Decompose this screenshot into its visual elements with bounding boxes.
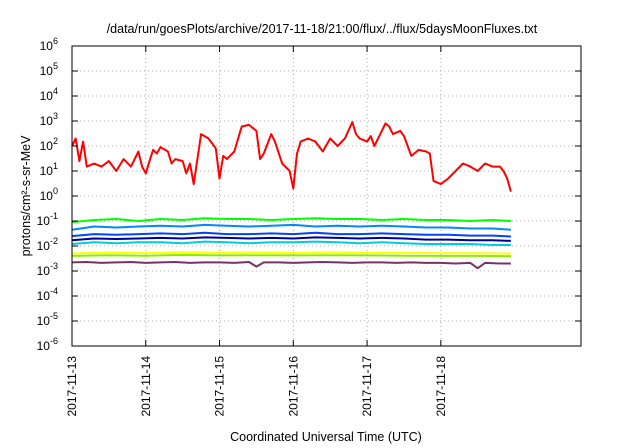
y-tick-exponent: 6: [53, 36, 58, 46]
y-tick-label: 10-1: [37, 211, 58, 228]
y-tick-base: 10: [40, 89, 54, 103]
y-tick-label: 10-6: [37, 336, 58, 353]
y-tick-exponent: -5: [50, 311, 58, 321]
x-tick-label: 2017-11-13: [65, 356, 79, 417]
y-tick-label: 10-3: [37, 261, 58, 278]
series-line-4: [71, 231, 511, 238]
y-tick-label: 10-5: [37, 311, 58, 328]
y-tick-base: 10: [40, 189, 54, 203]
y-tick-exponent: 3: [53, 111, 58, 121]
y-tick-base: 10: [40, 114, 54, 128]
y-tick-base: 10: [37, 239, 51, 253]
y-tick-label: 10-4: [37, 286, 58, 303]
grid-lines: [72, 46, 581, 346]
x-tick-label: 2017-11-18: [434, 356, 448, 417]
y-tick-base: 10: [37, 264, 51, 278]
y-tick-label: 10-2: [37, 236, 58, 253]
x-axis-ticks: 2017-11-13 2017-11-14 2017-11-15 2017-11-16…: [65, 46, 448, 417]
x-tick-label: 2017-11-17: [360, 356, 374, 417]
series-line-6: [71, 236, 511, 242]
x-tick-label: 2017-11-14: [139, 356, 153, 417]
y-tick-exponent: 0: [53, 186, 58, 196]
y-tick-exponent: -1: [50, 211, 58, 221]
series-line-5: [71, 240, 511, 246]
y-tick-label: 105: [40, 61, 58, 78]
series-line-7: [71, 251, 511, 255]
y-tick-exponent: 1: [53, 161, 58, 171]
x-tick-label: 2017-11-16: [286, 356, 300, 417]
y-tick-exponent: -4: [50, 286, 58, 296]
y-tick-base: 10: [40, 39, 54, 53]
y-tick-exponent: 4: [53, 86, 58, 96]
series-line-8: [71, 253, 511, 258]
y-tick-exponent: 5: [53, 61, 58, 71]
y-tick-label: 103: [40, 111, 58, 128]
y-tick-base: 10: [37, 289, 51, 303]
y-tick-exponent: -2: [50, 236, 58, 246]
y-tick-base: 10: [40, 64, 54, 78]
y-tick-base: 10: [37, 339, 51, 353]
series-line-2: [71, 217, 511, 224]
y-tick-label: 106: [40, 36, 58, 53]
series-line-9: [71, 261, 511, 270]
series-lines: [71, 121, 512, 270]
y-tick-exponent: -3: [50, 261, 58, 271]
y-tick-base: 10: [37, 214, 51, 228]
series-line-1: [71, 121, 512, 192]
y-tick-label: 101: [40, 161, 58, 178]
series-line-3: [71, 223, 511, 231]
y-tick-exponent: 2: [53, 136, 58, 146]
y-tick-exponent: -6: [50, 336, 58, 346]
x-axis-label: Coordinated Universal Time (UTC): [230, 430, 422, 444]
y-tick-label: 100: [40, 186, 58, 203]
y-axis-ticks: 10-610-510-410-310-210-11001011021031041…: [37, 36, 581, 353]
y-tick-label: 102: [40, 136, 58, 153]
y-tick-base: 10: [40, 164, 54, 178]
y-axis-label: protons/cm²-s-sr-MeV: [19, 135, 33, 257]
y-tick-base: 10: [40, 139, 54, 153]
chart-title: /data/run/goesPlots/archive/2017-11-18/2…: [107, 22, 538, 36]
y-tick-label: 104: [40, 86, 58, 103]
x-tick-label: 2017-11-15: [213, 356, 227, 417]
y-tick-base: 10: [37, 314, 51, 328]
